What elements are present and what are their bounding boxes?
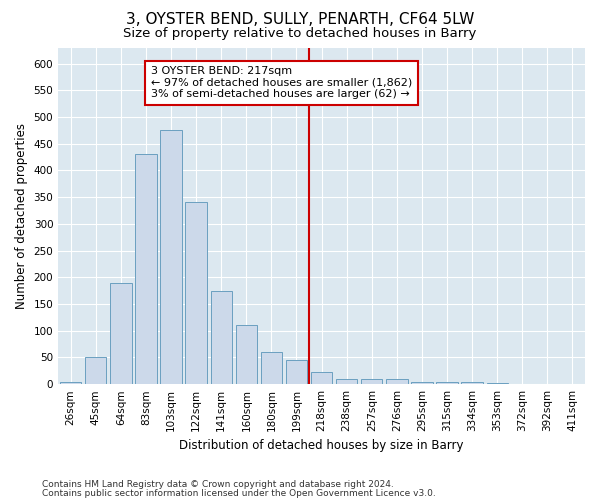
Bar: [436, 382, 458, 384]
Y-axis label: Number of detached properties: Number of detached properties: [15, 123, 28, 309]
Bar: [411, 382, 433, 384]
Text: Size of property relative to detached houses in Barry: Size of property relative to detached ho…: [124, 28, 476, 40]
Bar: [461, 382, 483, 384]
Bar: [236, 326, 257, 384]
Bar: [487, 383, 508, 384]
Text: Contains HM Land Registry data © Crown copyright and database right 2024.: Contains HM Land Registry data © Crown c…: [42, 480, 394, 489]
Bar: [361, 379, 382, 384]
Text: Contains public sector information licensed under the Open Government Licence v3: Contains public sector information licen…: [42, 490, 436, 498]
Bar: [60, 382, 82, 384]
Text: 3, OYSTER BEND, SULLY, PENARTH, CF64 5LW: 3, OYSTER BEND, SULLY, PENARTH, CF64 5LW: [126, 12, 474, 28]
Bar: [85, 358, 106, 384]
Bar: [261, 352, 282, 384]
Bar: [336, 379, 358, 384]
Bar: [386, 379, 407, 384]
Text: 3 OYSTER BEND: 217sqm
← 97% of detached houses are smaller (1,862)
3% of semi-de: 3 OYSTER BEND: 217sqm ← 97% of detached …: [151, 66, 412, 100]
Bar: [160, 130, 182, 384]
Bar: [311, 372, 332, 384]
Bar: [286, 360, 307, 384]
Bar: [110, 282, 131, 384]
X-axis label: Distribution of detached houses by size in Barry: Distribution of detached houses by size …: [179, 440, 464, 452]
Bar: [185, 202, 207, 384]
Bar: [211, 290, 232, 384]
Bar: [136, 154, 157, 384]
